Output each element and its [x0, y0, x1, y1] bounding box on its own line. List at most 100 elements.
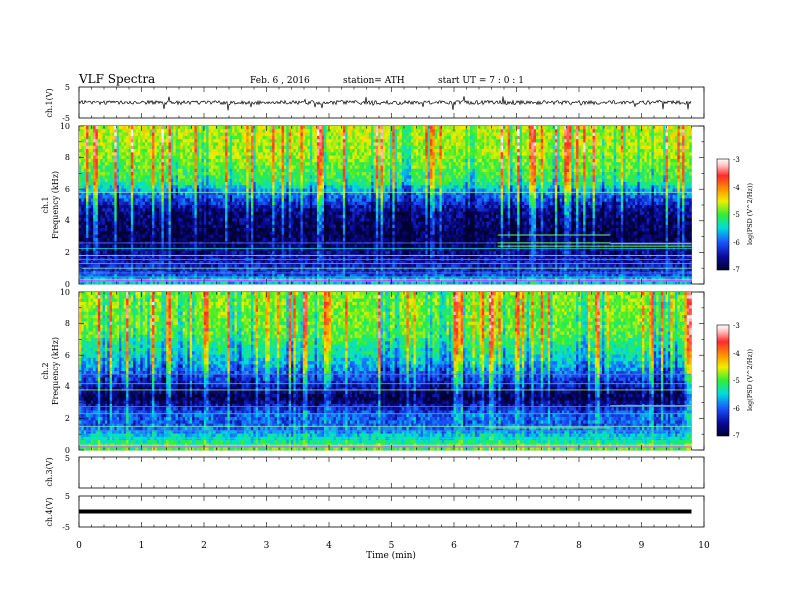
spectrogram-cell: [495, 152, 499, 156]
spectrogram-cell: [653, 139, 657, 143]
spectrogram-cell: [627, 149, 631, 153]
spectrogram-cell: [182, 135, 186, 140]
spectrogram-cell: [432, 142, 436, 147]
spectrogram-cell: [217, 162, 221, 166]
spectrogram-cell: [177, 152, 181, 156]
spectrogram-cell: [133, 172, 136, 176]
spectrogram-cell: [163, 178, 167, 183]
spectrogram-cell: [128, 145, 132, 150]
spectrogram-cell: [609, 126, 612, 130]
spectrogram-cell: [100, 185, 103, 189]
spectrogram-cell: [559, 158, 563, 163]
spectrogram-cell: [375, 178, 379, 183]
spectrogram-cell: [682, 129, 685, 133]
spectrogram-cell: [408, 142, 412, 147]
spectrogram-cell: [187, 188, 191, 193]
spectrogram-cell: [446, 155, 450, 160]
spectrogram-cell: [83, 139, 87, 143]
spectrogram-cell: [340, 132, 344, 137]
spectrogram-cell: [241, 155, 245, 160]
spectrogram-cell: [147, 181, 151, 186]
spectrogram-cell: [286, 152, 290, 156]
spectrogram-cell: [295, 172, 299, 176]
spectrogram-cell: [437, 139, 440, 143]
spectrogram-cell: [253, 129, 257, 133]
spectrogram-cell: [521, 142, 525, 147]
spectrogram-cell: [620, 129, 624, 133]
spectrogram-cell: [236, 185, 240, 189]
spectrogram-cell: [102, 188, 106, 193]
spectrogram-cell: [672, 142, 676, 147]
spectrogram-cell: [206, 135, 209, 140]
spectrogram-cell: [453, 172, 457, 176]
spectrogram-cell: [274, 168, 278, 173]
spectrogram-cell: [623, 132, 626, 137]
spectrogram-cell: [672, 139, 676, 143]
spectrogram-cell: [455, 149, 459, 153]
spectrogram-cell: [243, 181, 247, 186]
spectrogram-cell: [689, 168, 692, 173]
spectrogram-cell: [309, 175, 313, 180]
spectrogram-cell: [194, 129, 198, 133]
spectrogram-cell: [305, 181, 308, 186]
spectrogram-cell: [495, 162, 499, 166]
spectrogram-cell: [672, 152, 676, 156]
spectrogram-cell: [392, 145, 396, 150]
spectrogram-cell: [665, 168, 669, 173]
spectrogram-cell: [425, 155, 429, 160]
spectrogram-cell: [159, 178, 162, 183]
spectrogram-cell: [392, 165, 396, 170]
spectrogram-cell: [187, 185, 191, 189]
spectrogram-cell: [307, 158, 311, 163]
spectrogram-cell: [342, 181, 346, 186]
spectrogram-cell: [382, 139, 386, 143]
spectrogram-cell: [95, 126, 99, 130]
spectrogram-cell: [418, 181, 421, 186]
spectrogram-cell: [689, 172, 692, 176]
spectrogram-cell: [616, 172, 619, 176]
spectrogram-cell: [394, 142, 398, 147]
spectrogram-cell: [514, 135, 518, 140]
spectrogram-cell: [460, 162, 464, 166]
spectrogram-cell: [253, 145, 257, 150]
spectrogram-cell: [331, 145, 334, 150]
spectrogram-cell: [199, 181, 202, 186]
spectrogram-cell: [667, 149, 671, 153]
spectrogram-cell: [519, 145, 523, 150]
spectrogram-cell: [316, 165, 320, 170]
spectrogram-cell: [415, 158, 419, 163]
spectrogram-cell: [210, 139, 214, 143]
spectrogram-cell: [364, 185, 367, 189]
spectrogram-cell: [677, 149, 681, 153]
spectrogram-cell: [352, 129, 355, 133]
spectrogram-cell: [467, 185, 471, 189]
spectrogram-cell: [408, 152, 412, 156]
spectrogram-cell: [601, 139, 605, 143]
spectrogram-cell: [519, 178, 523, 183]
spectrogram-cell: [606, 139, 610, 143]
spectrogram-cell: [111, 155, 115, 160]
spectrogram-cell: [324, 132, 327, 137]
spectrogram-cell: [392, 126, 396, 130]
spectrogram-cell: [194, 142, 198, 147]
spectrogram-cell: [121, 178, 125, 183]
spectrogram-cell: [248, 132, 252, 137]
spectrogram-cell: [316, 139, 320, 143]
spectrogram-cell: [86, 172, 89, 176]
spectrogram-cell: [437, 185, 440, 189]
spectrogram-cell: [88, 178, 92, 183]
spectrogram-cell: [439, 139, 443, 143]
spectrogram-cell: [192, 158, 195, 163]
spectrogram-cell: [272, 145, 275, 150]
spectrogram-cell: [684, 175, 688, 180]
spectrogram-cell: [488, 126, 492, 130]
spectrogram-cell: [161, 126, 165, 130]
spectrogram-cell: [319, 172, 322, 176]
spectrogram-cell: [592, 181, 596, 186]
spectrogram-cell: [399, 132, 403, 137]
spectrogram-cell: [658, 149, 662, 153]
spectrogram-cell: [649, 129, 652, 133]
spectrogram-cell: [425, 152, 429, 156]
spectrogram-cell: [189, 135, 193, 140]
spectrogram-cell: [571, 142, 575, 147]
